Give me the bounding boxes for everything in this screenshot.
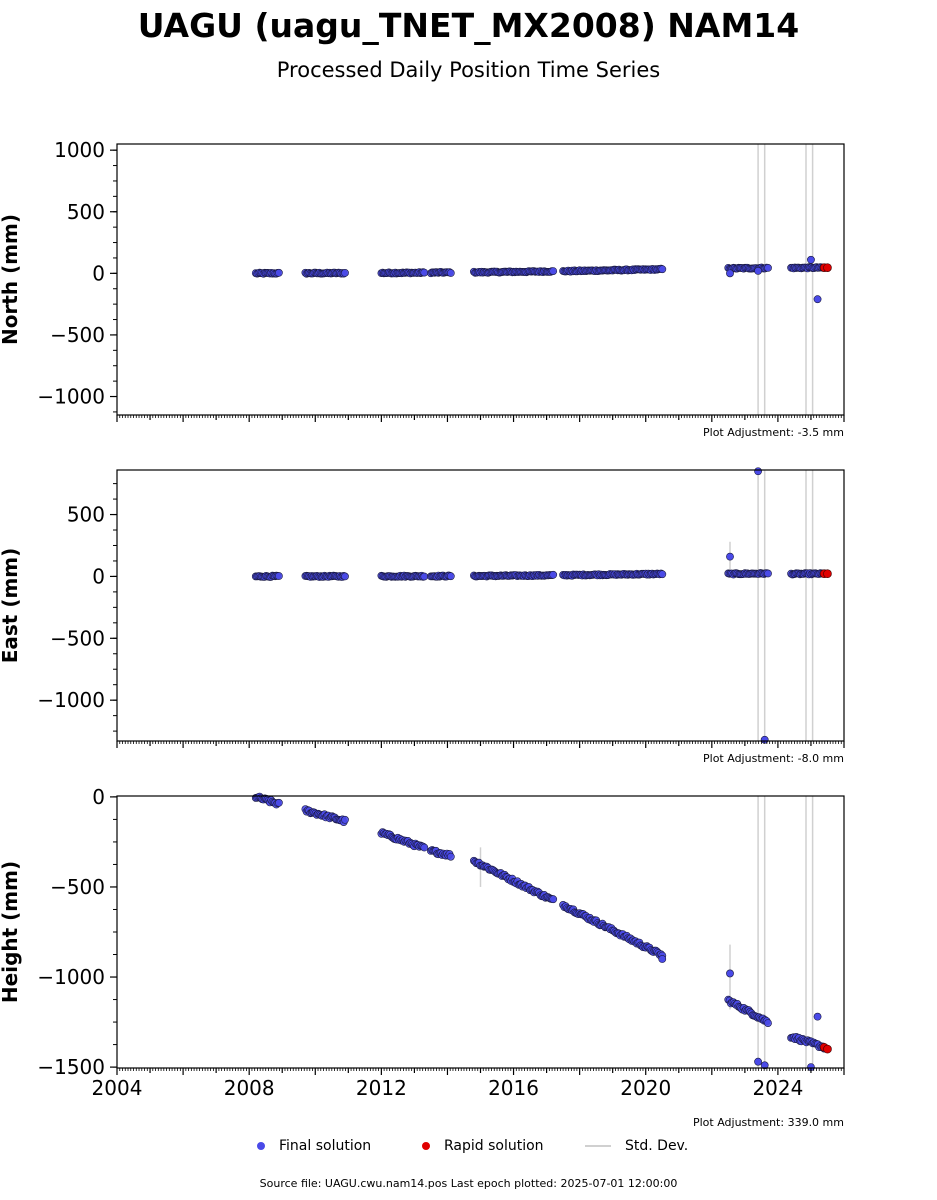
x-tick-label: 2024 [752, 1076, 803, 1100]
y-tick-label: 500 [67, 503, 105, 527]
rapid-point [823, 569, 832, 578]
final-point [549, 267, 558, 275]
x-tick-label: 2008 [224, 1076, 275, 1100]
plot-frame [116, 795, 845, 1069]
plot-adjustment-label: Plot Adjustment: -8.0 mm [703, 752, 844, 765]
page-title: UAGU (uagu_TNET_MX2008) NAM14 [137, 6, 800, 45]
y-axis-label: Height (mm) [0, 861, 22, 1003]
legend-std-label: Std. Dev. [625, 1138, 689, 1154]
y-tick-label: −500 [50, 323, 105, 347]
final-point [341, 815, 349, 824]
final-point [446, 852, 455, 861]
final-point [446, 269, 455, 277]
final-point [807, 255, 815, 264]
final-point [754, 467, 762, 476]
x-tick-label: 2020 [620, 1076, 671, 1100]
final-point [813, 295, 822, 304]
final-point [446, 572, 455, 581]
final-point [658, 955, 667, 963]
final-point [274, 798, 283, 807]
legend: Final solution Rapid solution Std. Dev. [0, 1138, 937, 1158]
y-axis-label: East (mm) [0, 548, 22, 664]
final-point [420, 572, 429, 581]
final-point [341, 268, 349, 277]
final-point [274, 268, 283, 277]
final-point [274, 572, 283, 580]
y-tick-label: 0 [92, 785, 105, 809]
legend-final-label: Final solution [279, 1138, 372, 1154]
final-point [726, 269, 734, 278]
y-tick-label: −500 [50, 875, 105, 899]
plot-frame [116, 469, 845, 742]
legend-rapid: Rapid solution [422, 1138, 544, 1154]
final-point [754, 1057, 762, 1066]
final-solution-marker-icon [257, 1142, 265, 1150]
final-point [764, 263, 772, 272]
final-point [764, 1019, 772, 1027]
x-tick-label: 2004 [92, 1076, 143, 1100]
plot-frame [116, 143, 845, 416]
final-point [420, 268, 429, 277]
y-tick-label: 0 [92, 261, 105, 285]
y-tick-label: −1000 [37, 965, 105, 989]
std-dev-line-icon [585, 1145, 611, 1147]
final-point [420, 843, 429, 852]
final-point [764, 569, 772, 578]
final-point [549, 570, 558, 579]
final-point [726, 552, 734, 561]
final-point [754, 266, 762, 275]
x-tick-label: 2012 [356, 1076, 407, 1100]
final-point [549, 895, 558, 904]
final-point [658, 265, 667, 274]
x-tick-label: 2016 [488, 1076, 539, 1100]
y-tick-label: 500 [67, 200, 105, 224]
rapid-point [823, 263, 832, 272]
source-footer: Source file: UAGU.cwu.nam14.pos Last epo… [259, 1177, 678, 1190]
y-tick-label: −1500 [37, 1055, 105, 1079]
plot-adjustment-label: Plot Adjustment: 339.0 mm [693, 1116, 844, 1129]
final-point [813, 1012, 822, 1021]
legend-rapid-label: Rapid solution [444, 1138, 544, 1154]
y-tick-label: −500 [50, 626, 105, 650]
y-axis-label: North (mm) [0, 214, 22, 345]
final-point [726, 969, 734, 978]
y-tick-label: 1000 [54, 138, 105, 162]
page-subtitle: Processed Daily Position Time Series [276, 58, 661, 82]
rapid-solution-marker-icon [422, 1142, 430, 1150]
final-point [760, 1061, 769, 1070]
final-point [658, 570, 667, 579]
legend-final: Final solution [257, 1138, 371, 1154]
legend-std: Std. Dev. [585, 1138, 688, 1154]
plot-adjustment-label: Plot Adjustment: -3.5 mm [703, 426, 844, 439]
y-tick-label: 0 [92, 564, 105, 588]
y-tick-label: −1000 [37, 385, 105, 409]
y-tick-label: −1000 [37, 688, 105, 712]
final-point [341, 572, 349, 581]
rapid-point [823, 1044, 832, 1054]
